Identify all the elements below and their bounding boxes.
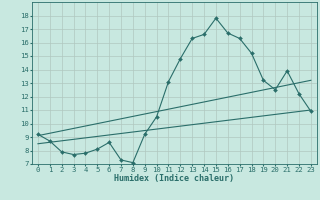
X-axis label: Humidex (Indice chaleur): Humidex (Indice chaleur) <box>115 174 234 183</box>
